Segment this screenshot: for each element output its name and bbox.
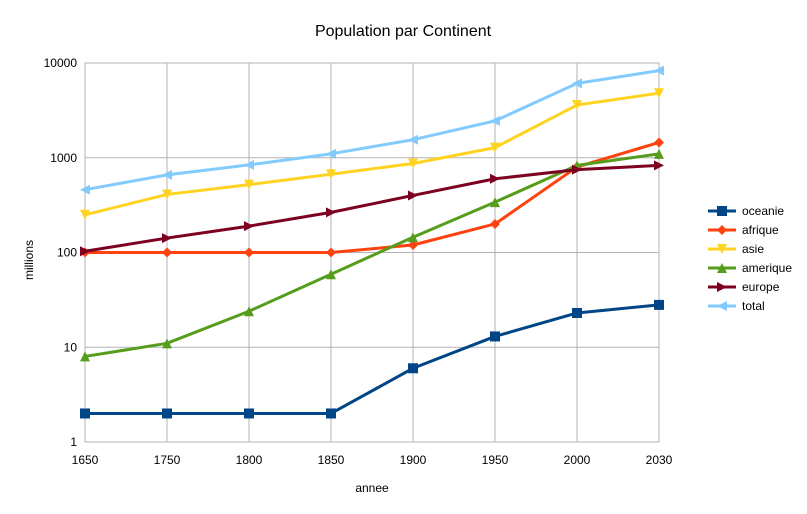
data-point-asie xyxy=(326,169,336,180)
legend: oceanie afrique asie amerique europe total xyxy=(708,204,792,313)
x-tick-label: 1850 xyxy=(318,453,345,467)
data-point-europe xyxy=(326,207,336,218)
data-point-oceanie xyxy=(490,331,500,342)
data-point-amerique xyxy=(80,351,90,362)
series-line-oceanie xyxy=(85,303,660,415)
series-line-europe xyxy=(84,163,660,253)
data-point-amerique xyxy=(162,338,172,349)
x-tick-label: 1900 xyxy=(400,453,427,467)
data-point-europe xyxy=(654,160,664,171)
legend-label-afrique: afrique xyxy=(742,223,779,237)
data-point-asie xyxy=(408,158,418,169)
legend-item-afrique: afrique xyxy=(708,223,779,237)
legend-marker-afrique xyxy=(717,225,727,235)
legend-marker-asie xyxy=(717,244,727,254)
x-tick-label: 1800 xyxy=(236,453,263,467)
series-afrique xyxy=(80,137,664,258)
legend-marker-europe xyxy=(717,282,727,292)
legend-label-oceanie: oceanie xyxy=(742,204,784,218)
legend-label-amerique: amerique xyxy=(742,261,792,275)
data-point-oceanie xyxy=(162,408,172,419)
x-tick-label: 2030 xyxy=(646,453,673,467)
data-point-amerique xyxy=(490,197,500,208)
series-line-afrique xyxy=(85,141,660,254)
legend-item-amerique: amerique xyxy=(708,261,792,275)
series-line-amerique xyxy=(84,152,660,358)
data-point-asie xyxy=(572,100,582,111)
data-point-total xyxy=(244,159,254,170)
data-point-oceanie xyxy=(80,408,90,419)
data-point-asie xyxy=(244,179,254,190)
legend-marker-oceanie xyxy=(717,206,727,216)
data-point-europe xyxy=(408,190,418,201)
data-point-europe xyxy=(244,221,254,232)
x-tick-label: 1750 xyxy=(154,453,181,467)
data-point-europe xyxy=(572,164,582,175)
y-tick-label: 1 xyxy=(70,435,77,449)
data-point-asie xyxy=(654,88,664,99)
legend-label-total: total xyxy=(742,299,765,313)
legend-item-oceanie: oceanie xyxy=(708,204,784,218)
legend-item-asie: asie xyxy=(708,242,764,256)
data-point-europe xyxy=(80,246,90,257)
legend-item-europe: europe xyxy=(708,280,780,294)
series-europe xyxy=(80,160,664,257)
data-point-afrique xyxy=(162,247,172,258)
series-total xyxy=(80,65,664,195)
data-point-afrique xyxy=(408,239,418,250)
data-point-oceanie xyxy=(654,299,664,310)
x-tick-label: 2000 xyxy=(564,453,591,467)
data-point-asie xyxy=(490,142,500,153)
x-tick-label: 1950 xyxy=(482,453,509,467)
data-point-total xyxy=(80,184,90,195)
x-axis-label: annee xyxy=(355,481,389,495)
data-point-amerique xyxy=(408,232,418,243)
data-point-oceanie xyxy=(326,408,336,419)
chart-title: Population par Continent xyxy=(315,23,492,40)
data-point-amerique xyxy=(326,269,336,280)
data-point-afrique xyxy=(326,247,336,258)
y-tick-label: 100 xyxy=(57,246,77,260)
data-point-europe xyxy=(490,173,500,184)
data-point-oceanie xyxy=(572,307,582,318)
data-point-amerique xyxy=(654,148,664,159)
data-point-afrique xyxy=(244,247,254,258)
x-tick-label: 1650 xyxy=(72,453,99,467)
legend-marker-amerique xyxy=(717,263,727,273)
data-point-asie xyxy=(80,209,90,220)
series-oceanie xyxy=(80,299,664,419)
series-asie xyxy=(80,88,664,220)
data-point-total xyxy=(572,78,582,89)
y-tick-labels: 1 10 100 1000 10000 xyxy=(44,56,78,449)
data-point-europe xyxy=(162,233,172,244)
legend-label-europe: europe xyxy=(742,280,780,294)
legend-marker-total xyxy=(717,301,727,311)
series-line-total xyxy=(84,69,660,192)
data-point-total xyxy=(162,169,172,180)
x-tick-labels: 1650 1750 1800 1850 1900 1950 2000 2030 xyxy=(72,453,673,467)
legend-item-total: total xyxy=(708,299,765,313)
series-lines xyxy=(80,65,664,419)
data-point-total xyxy=(326,148,336,159)
y-tick-label: 1000 xyxy=(50,151,77,165)
y-axis-label: millions xyxy=(22,240,36,280)
data-point-oceanie xyxy=(244,408,254,419)
data-point-total xyxy=(654,65,664,76)
data-point-total xyxy=(490,115,500,126)
data-point-oceanie xyxy=(408,363,418,374)
legend-label-asie: asie xyxy=(742,242,764,256)
data-point-afrique xyxy=(490,218,500,229)
data-point-amerique xyxy=(244,306,254,317)
y-tick-label: 10 xyxy=(64,340,78,354)
data-point-asie xyxy=(162,189,172,200)
data-point-afrique xyxy=(654,137,664,148)
series-line-asie xyxy=(84,91,660,217)
y-tick-label: 10000 xyxy=(44,56,78,70)
data-point-total xyxy=(408,134,418,145)
